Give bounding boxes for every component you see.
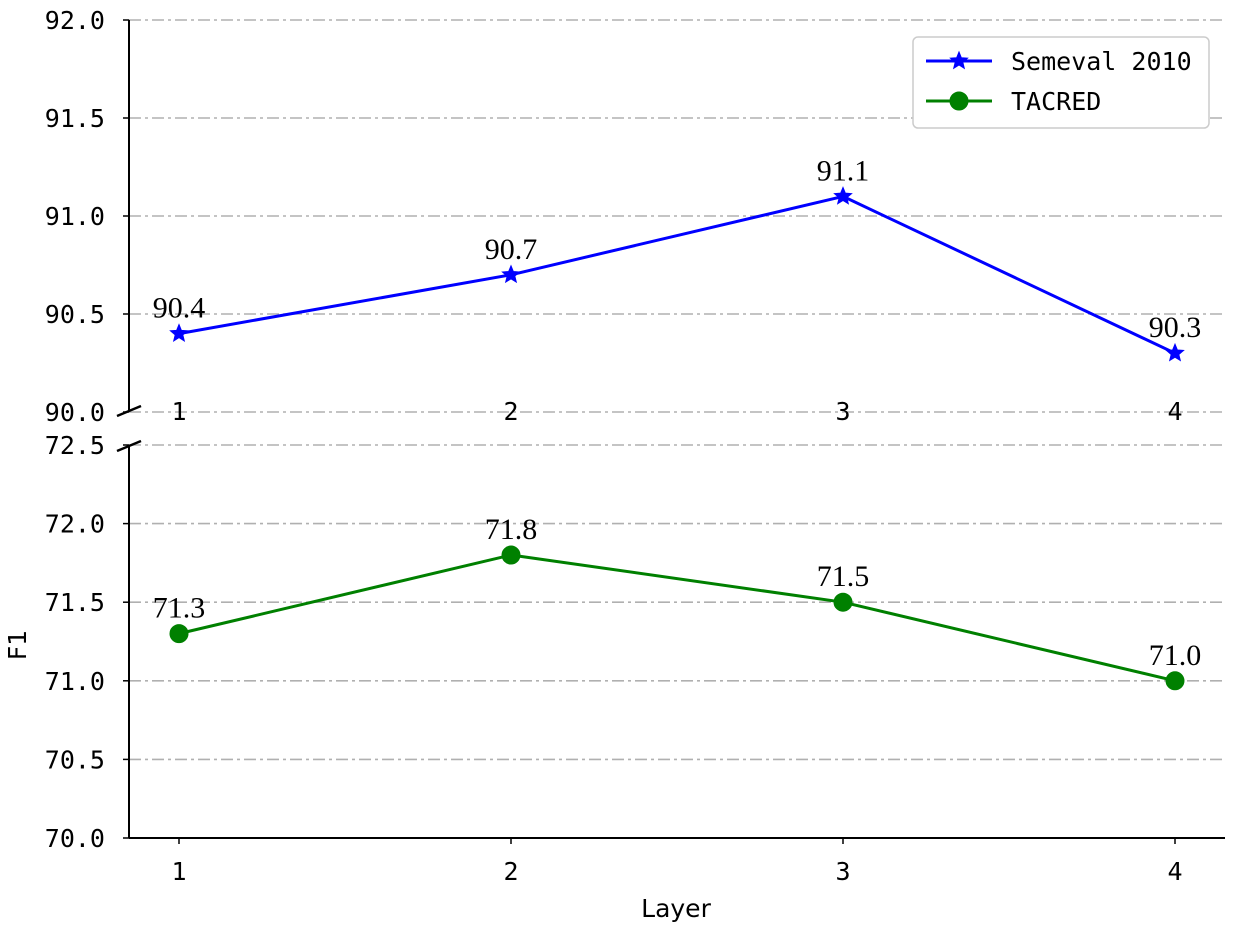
data-label: 90.4 (153, 292, 206, 325)
upper-x-tick-label: 2 (503, 397, 518, 426)
upper-x-tick-label: 4 (1167, 397, 1182, 426)
upper-y-tick-label: 91.0 (45, 202, 105, 231)
legend-label: TACRED (1011, 87, 1101, 116)
upper-x-tick-label: 1 (171, 397, 186, 426)
circle-marker (833, 592, 853, 612)
lower-y-tick-label: 71.0 (45, 667, 105, 696)
star-marker (1165, 342, 1185, 362)
legend-label: Semeval 2010 (1011, 47, 1192, 76)
y-axis-title: F1 (3, 630, 32, 660)
lower-y-tick-label: 70.0 (45, 824, 105, 853)
upper-y-tick-label: 92.0 (45, 6, 105, 35)
legend-circle-icon (949, 91, 969, 111)
data-label: 91.1 (817, 154, 870, 187)
lower-y-tick-label: 72.5 (45, 431, 105, 460)
lower-x-tick-label: 2 (503, 857, 518, 886)
lower-x-tick-label: 3 (835, 857, 850, 886)
upper-y-tick-label: 91.5 (45, 104, 105, 133)
series-line-tacred (178, 553, 1176, 683)
lower-x-tick-label: 4 (1167, 857, 1182, 886)
legend-star-icon (949, 50, 969, 70)
data-label: 71.5 (817, 560, 870, 593)
lower-y-tick-label: 70.5 (45, 745, 105, 774)
circle-marker (169, 624, 189, 644)
upper-y-tick-label: 90.5 (45, 300, 105, 329)
data-label: 71.0 (1149, 639, 1202, 672)
data-label: 71.8 (485, 513, 538, 546)
star-marker (833, 186, 853, 205)
lower-x-tick-label: 1 (171, 857, 186, 886)
x-axis-title: Layer (641, 894, 711, 923)
star-marker (501, 264, 521, 284)
circle-marker (501, 545, 521, 565)
series-line-semeval-2010 (178, 194, 1176, 355)
data-label: 90.7 (485, 233, 538, 266)
axis-break-mark (116, 404, 142, 418)
upper-y-tick-label: 90.0 (45, 398, 105, 427)
axis-break-mark (116, 439, 142, 453)
data-label: 90.3 (1149, 311, 1202, 344)
star-marker (169, 323, 189, 342)
data-label: 71.3 (153, 592, 206, 625)
lower-y-tick-label: 72.0 (45, 510, 105, 539)
upper-x-tick-label: 3 (835, 397, 850, 426)
circle-marker (1165, 671, 1185, 691)
lower-y-tick-label: 71.5 (45, 588, 105, 617)
